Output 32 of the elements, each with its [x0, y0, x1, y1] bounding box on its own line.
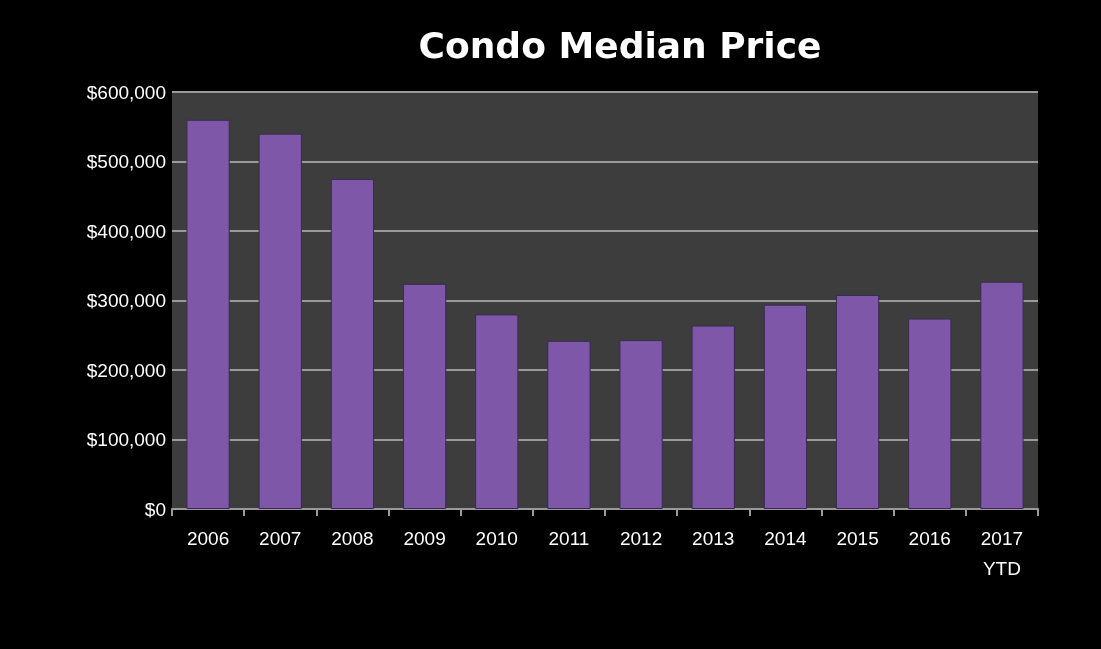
x-tick-label: 2012	[619, 527, 663, 549]
y-tick-label: $400,000	[86, 220, 166, 242]
bar	[835, 294, 880, 509]
x-tick-label: 2010	[475, 527, 518, 549]
bar	[908, 318, 952, 509]
bar	[763, 304, 808, 509]
x-tick-label: 2015	[836, 527, 879, 549]
bar	[402, 283, 447, 509]
chart-title: Condo Median Price	[418, 24, 822, 66]
x-tick-label: 2009	[403, 527, 446, 549]
bar	[619, 340, 663, 509]
x-tick-label: 2013	[692, 527, 735, 549]
x-tick-label: 2017 YTD	[980, 527, 1024, 579]
y-tick-label: $300,000	[86, 290, 166, 311]
bar	[186, 119, 230, 509]
y-tick-label: $100,000	[86, 429, 166, 450]
bar	[980, 281, 1024, 509]
x-tick-label: 2014	[764, 527, 807, 549]
y-tick-label: $500,000	[86, 151, 166, 172]
y-tick-label: $0	[144, 498, 166, 520]
x-tick-label: 2008	[331, 527, 374, 549]
bar	[330, 178, 375, 509]
y-tick-label: $600,000	[86, 81, 166, 103]
x-tick-label: 2007	[259, 527, 302, 549]
bar	[475, 314, 519, 509]
y-tick-label: $200,000	[86, 359, 166, 381]
bar	[691, 325, 735, 509]
bar	[258, 133, 302, 509]
x-tick-label: 2011	[548, 527, 590, 549]
x-tick-label: 2006	[186, 527, 230, 549]
x-tick-label: 2016	[908, 527, 951, 549]
bar	[547, 340, 591, 509]
